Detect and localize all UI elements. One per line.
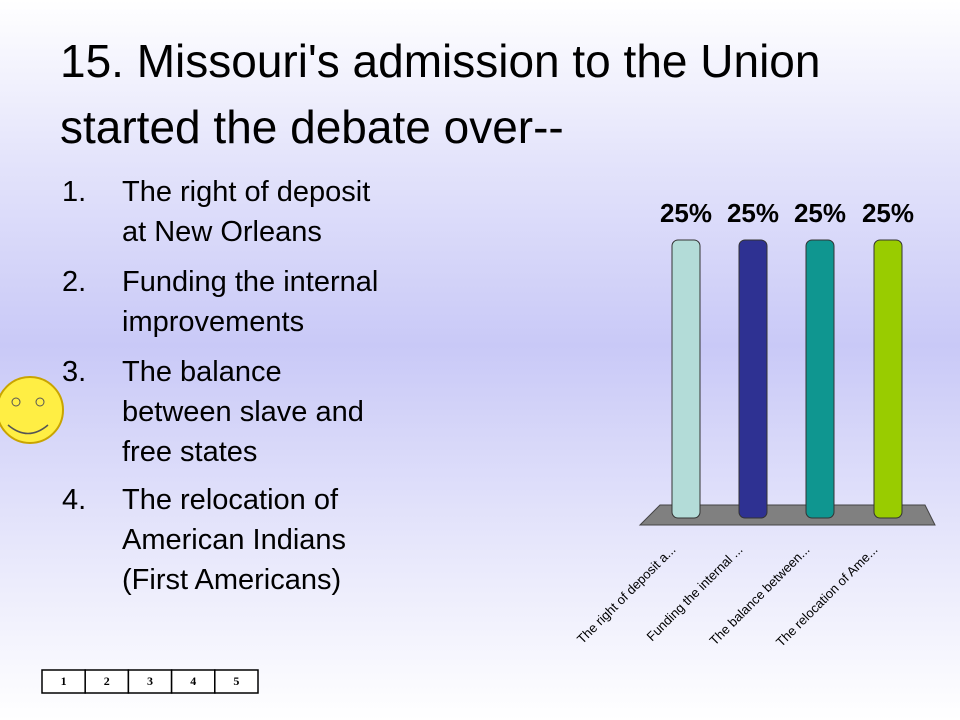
choice-text: The balance [122,356,282,388]
smiley-eye [11,397,21,407]
smiley-eye [35,397,45,407]
slide-title: 15. Missouri's admission to the Union st… [60,35,821,153]
bar [671,239,701,519]
chart-floor [638,504,936,526]
choice-text: The right of deposit [122,176,371,208]
choice-text: improvements [122,306,305,338]
choice-text: at New Orleans [122,216,322,248]
value-label: 25% [862,198,914,228]
counter-label: 2 [104,674,110,688]
bar [738,239,768,519]
value-label: 25% [727,198,779,228]
choice-number: 2. [62,266,87,298]
choice-number: 1. [62,176,87,208]
counter-label: 3 [147,674,153,688]
bar [805,239,835,519]
choice-text: (First Americans) [122,564,342,596]
choice-text: American Indians [122,524,347,556]
counter-label: 5 [233,674,239,688]
choice-text: Funding the internal [122,266,379,298]
bar [873,239,903,519]
choice-text: free states [122,436,258,468]
choice-text: The relocation of [122,484,339,516]
value-label: 25% [794,198,846,228]
value-label: 25% [660,198,712,228]
counter-box [214,669,259,694]
choice-text: between slave and [122,396,364,428]
counter-label: 4 [190,674,196,688]
smiley-mouth [7,424,49,435]
counter-label: 1 [61,674,67,688]
choice-number: 4. [62,484,87,516]
choice-number: 3. [62,356,87,388]
